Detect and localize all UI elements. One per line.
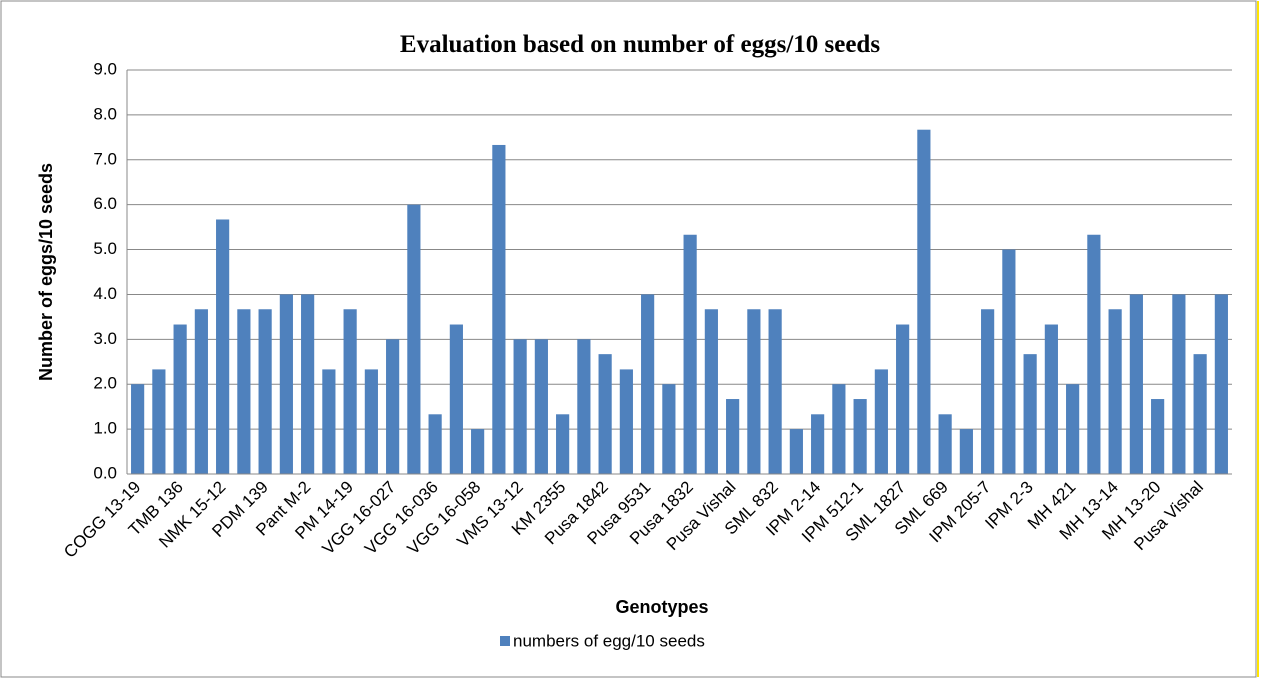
- bar: [1044, 324, 1058, 474]
- bar: [279, 294, 293, 474]
- bar: [428, 414, 442, 474]
- bar: [662, 384, 676, 474]
- bar: [386, 339, 400, 474]
- bar: [513, 339, 527, 474]
- bar: [917, 129, 931, 475]
- bar: [173, 324, 187, 474]
- bar: [598, 354, 612, 474]
- bar: [959, 429, 973, 474]
- legend-label: numbers of egg/10 seeds: [513, 631, 705, 650]
- bar: [194, 309, 208, 474]
- y-tick-label: 9.0: [93, 59, 117, 78]
- bar: [1129, 294, 1143, 474]
- y-tick-label: 8.0: [93, 104, 117, 123]
- y-tick-label: 7.0: [93, 149, 117, 168]
- bar: [1108, 309, 1122, 474]
- bar: [301, 294, 315, 474]
- y-tick-label: 1.0: [93, 419, 117, 438]
- bar: [1087, 234, 1101, 474]
- x-axis-title: Genotypes: [615, 597, 708, 617]
- y-tick-label: 6.0: [93, 194, 117, 213]
- y-tick-label: 3.0: [93, 329, 117, 348]
- bar: [896, 324, 910, 474]
- bar: [789, 429, 803, 474]
- bar: [152, 369, 166, 474]
- bar: [811, 414, 825, 474]
- bar: [343, 309, 357, 474]
- bar: [726, 399, 740, 474]
- bar: [471, 429, 485, 474]
- bar: [1172, 294, 1186, 474]
- bar: [853, 399, 867, 474]
- bar: [981, 309, 995, 474]
- bar: [938, 414, 952, 474]
- y-tick-label: 2.0: [93, 374, 117, 393]
- bar: [449, 324, 463, 474]
- bar: [832, 384, 846, 474]
- bar: [216, 219, 230, 474]
- bar: [556, 414, 570, 474]
- bar: [492, 144, 506, 474]
- bar: [577, 339, 591, 474]
- chart-title: Evaluation based on number of eggs/10 se…: [400, 31, 880, 58]
- legend-swatch: [500, 636, 510, 646]
- bar: [322, 369, 336, 474]
- bar: [1002, 249, 1016, 474]
- bar: [747, 309, 761, 474]
- y-axis-title: Number of eggs/10 seeds: [36, 163, 56, 381]
- bar: [619, 369, 633, 474]
- bar: [1193, 354, 1207, 474]
- bar: [874, 369, 888, 474]
- bar: [1023, 354, 1037, 474]
- bar: [364, 369, 378, 474]
- bar: [768, 309, 782, 474]
- bar: [407, 204, 421, 474]
- bar: [131, 384, 145, 474]
- bar: [704, 309, 718, 474]
- y-tick-label: 4.0: [93, 284, 117, 303]
- y-tick-label: 5.0: [93, 239, 117, 258]
- bar: [641, 294, 655, 474]
- bar: [683, 234, 697, 474]
- bar: [1066, 384, 1080, 474]
- bar: [258, 309, 272, 474]
- bar: [1151, 399, 1165, 474]
- bar: [237, 309, 251, 474]
- y-tick-label: 0.0: [93, 463, 117, 482]
- bar: [1214, 294, 1228, 474]
- bar: [534, 339, 548, 474]
